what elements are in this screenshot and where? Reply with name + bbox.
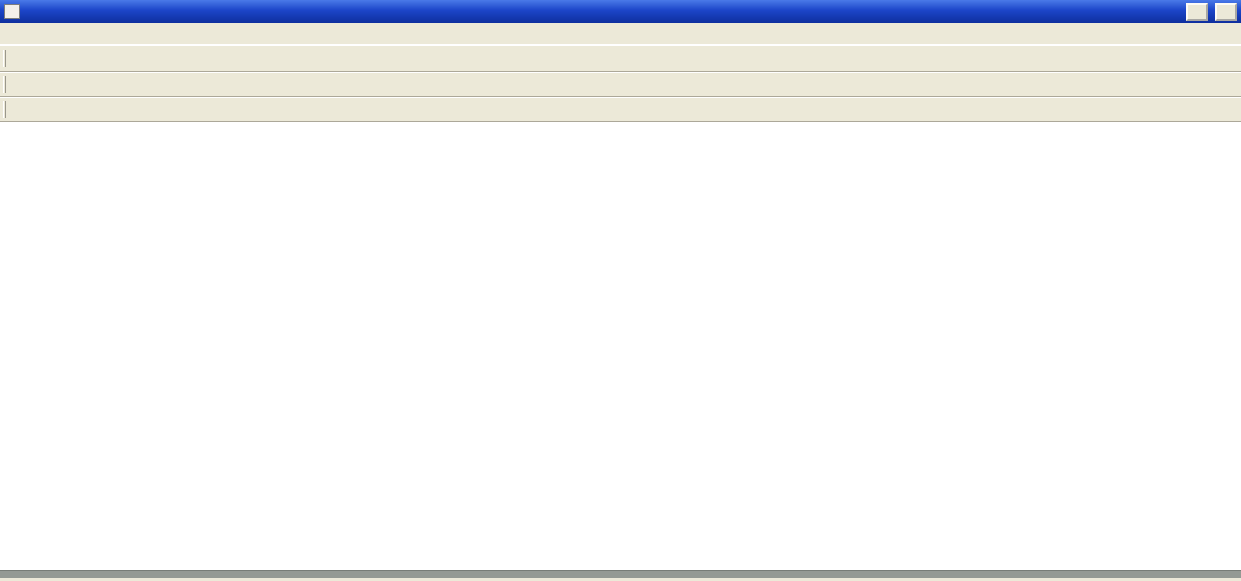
- horizontal-scrollbar[interactable]: [0, 570, 1241, 578]
- toolbar-grip[interactable]: [3, 50, 6, 67]
- toolbar-grip[interactable]: [3, 101, 6, 118]
- forum-button[interactable]: [1215, 2, 1237, 21]
- app-logo-icon: [4, 4, 20, 19]
- customer-service-button[interactable]: [1186, 2, 1208, 21]
- menu-bar: [0, 23, 1241, 45]
- toolbar-tools: [0, 72, 1241, 97]
- kline-chart-canvas[interactable]: [0, 122, 1241, 578]
- toolbar-grip[interactable]: [3, 76, 6, 93]
- toolbar-gann-drawing: [0, 97, 1241, 122]
- chart-region: [0, 122, 1241, 578]
- toolbar-main: [0, 45, 1241, 72]
- title-bar: [0, 0, 1241, 23]
